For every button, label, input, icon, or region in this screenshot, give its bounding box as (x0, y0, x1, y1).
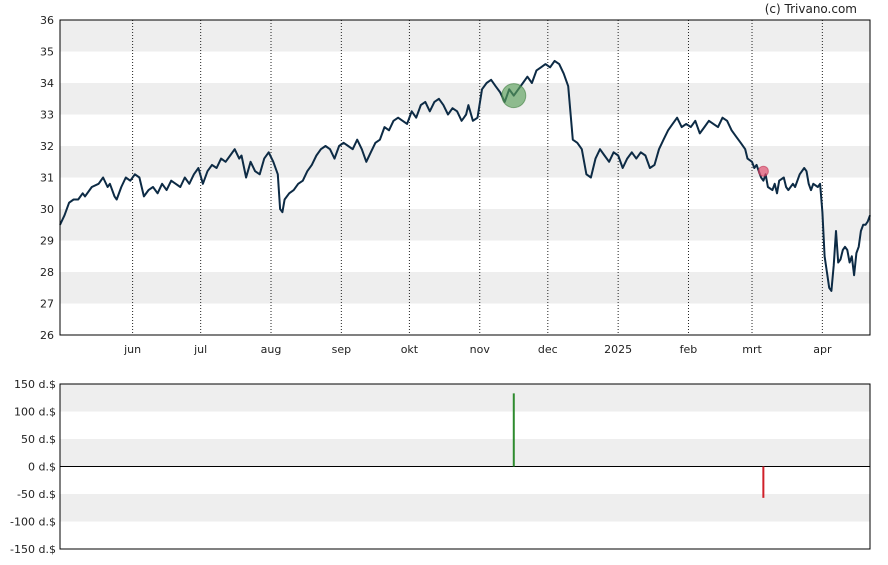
volume-band (60, 384, 870, 412)
volume-y-tick-label: 150 d.$ (14, 378, 56, 391)
x-tick-label: nov (470, 343, 491, 356)
x-tick-label: jun (123, 343, 141, 356)
volume-y-tick-label: -150 d.$ (10, 543, 56, 556)
y-tick-label: 35 (40, 46, 54, 59)
x-tick-label: jul (193, 343, 207, 356)
y-tick-label: 29 (40, 235, 54, 248)
price-band (60, 209, 870, 241)
credit-label: (c) Trivano.com (765, 2, 857, 16)
price-band (60, 272, 870, 304)
x-tick-label: 2025 (604, 343, 632, 356)
volume-band (60, 494, 870, 522)
volume-y-tick-label: 0 d.$ (28, 461, 56, 474)
y-tick-label: 34 (40, 77, 54, 90)
x-tick-label: feb (680, 343, 698, 356)
x-tick-label: dec (538, 343, 558, 356)
volume-panel-bands (60, 384, 870, 522)
volume-band (60, 439, 870, 467)
x-tick-label: aug (261, 343, 282, 356)
volume-y-tick-label: 50 d.$ (21, 433, 56, 446)
sell-marker (757, 165, 769, 177)
y-tick-label: 28 (40, 266, 54, 279)
volume-bars (512, 393, 765, 498)
y-tick-label: 26 (40, 329, 54, 342)
y-tick-label: 27 (40, 298, 54, 311)
volume-y-tick-label: 100 d.$ (14, 406, 56, 419)
price-panel-bands (60, 20, 870, 304)
volume-panel-frame (59, 383, 871, 550)
y-tick-label: 30 (40, 203, 54, 216)
price-band (60, 146, 870, 178)
x-tick-label: okt (401, 343, 419, 356)
x-tick-label: apr (813, 343, 832, 356)
y-tick-label: 36 (40, 14, 54, 27)
price-panel-y-ticks: 26 27 28 29 30 31 32 33 34 35 36 (40, 14, 54, 342)
trade-markers (501, 83, 769, 177)
x-tick-label: sep (332, 343, 351, 356)
x-tick-label: mrt (742, 343, 762, 356)
price-panel-x-ticks: jun jul aug sep okt nov dec 2025 feb mrt apr (123, 343, 832, 356)
y-tick-label: 33 (40, 109, 54, 122)
volume-panel-y-ticks: 150 d.$ 100 d.$ 50 d.$ 0 d.$ -50 d.$ -100 d.$… (10, 378, 56, 556)
volume-y-tick-label: -100 d.$ (10, 516, 56, 529)
y-tick-label: 32 (40, 140, 54, 153)
price-panel-frame (59, 19, 871, 336)
volume-y-tick-label: -50 d.$ (17, 488, 56, 501)
price-band (60, 83, 870, 115)
buy-marker (501, 83, 527, 109)
price-band (60, 20, 870, 52)
y-tick-label: 31 (40, 172, 54, 185)
